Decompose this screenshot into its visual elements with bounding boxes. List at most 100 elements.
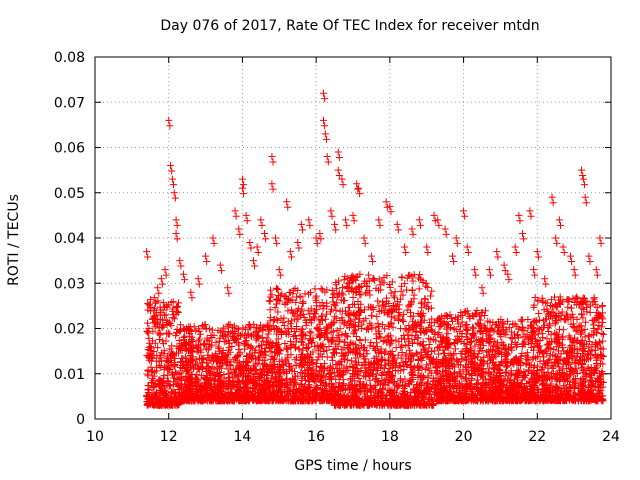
data-point [231,366,239,374]
data-point [219,389,227,397]
data-point [228,390,236,398]
data-point [149,401,157,409]
data-point [315,316,323,324]
data-point [307,329,315,337]
data-point [186,332,194,340]
data-point [222,361,230,369]
data-point [245,321,253,329]
data-point [256,352,264,360]
data-point [157,363,165,371]
data-point [165,361,173,369]
data-point [163,377,171,385]
data-point [215,373,223,381]
data-point [148,393,156,401]
data-point [257,390,265,398]
data-point [250,323,258,331]
data-point [198,321,206,329]
data-point [236,348,244,356]
data-point [228,342,236,350]
data-point [274,308,282,316]
data-point [195,337,203,345]
data-point [197,330,205,338]
data-point [244,359,252,367]
data-point [233,335,241,343]
data-point [154,329,162,337]
data-point [187,362,195,370]
data-point [259,337,267,345]
data-point [173,328,181,336]
data-point [192,327,200,335]
chart-title: Day 076 of 2017, Rate Of TEC Index for r… [160,18,540,34]
data-point [199,365,207,373]
data-point [162,390,170,398]
data-point [169,314,177,322]
data-point [224,388,232,396]
data-point [204,390,212,398]
data-point [297,369,305,377]
data-point [160,311,168,319]
data-point [159,382,167,390]
data-point [144,329,152,337]
data-point [200,374,208,382]
data-point [250,362,258,370]
x-axis-label: GPS time / hours [294,458,412,474]
data-point [154,344,162,352]
data-point [274,340,282,348]
data-point [159,340,167,348]
data-point [317,285,325,293]
data-point [155,377,163,385]
data-point [150,294,158,302]
data-point [168,342,176,350]
data-point [177,373,185,381]
data-point [255,324,263,332]
data-point [157,389,165,397]
data-point [220,370,228,378]
data-point [179,342,187,350]
data-point [233,383,241,391]
data-point [169,381,177,389]
data-point [197,385,205,393]
data-point [170,362,178,370]
data-point [185,345,193,353]
data-point [182,353,190,361]
data-point [151,368,159,376]
data-point [192,374,200,382]
data-point [241,345,249,353]
data-point [202,324,210,332]
data-point [157,316,165,324]
data-point [189,353,197,361]
data-point [225,321,233,329]
data-point [148,315,156,323]
data-point [258,341,266,349]
data-point [263,371,271,379]
data-point [178,342,186,350]
data-point [204,346,212,354]
data-point [176,327,184,335]
data-point [169,370,177,378]
data-point [156,376,164,384]
data-point [146,397,154,405]
data-point [169,311,177,319]
data-point [198,392,206,400]
data-point [170,315,178,323]
data-point [207,394,215,402]
data-point [177,395,185,403]
data-point [323,329,331,337]
data-point [157,354,165,362]
data-point [144,328,152,336]
data-point [253,332,261,340]
data-point [236,359,244,367]
data-point [206,325,214,333]
data-point [257,321,265,329]
data-point [160,350,168,358]
data-point [261,386,269,394]
data-point [228,324,236,332]
data-point [144,299,152,307]
data-point [254,396,262,404]
data-point [162,317,170,325]
data-point [201,375,209,383]
data-point [208,333,216,341]
data-point [151,339,159,347]
data-point [163,354,171,362]
